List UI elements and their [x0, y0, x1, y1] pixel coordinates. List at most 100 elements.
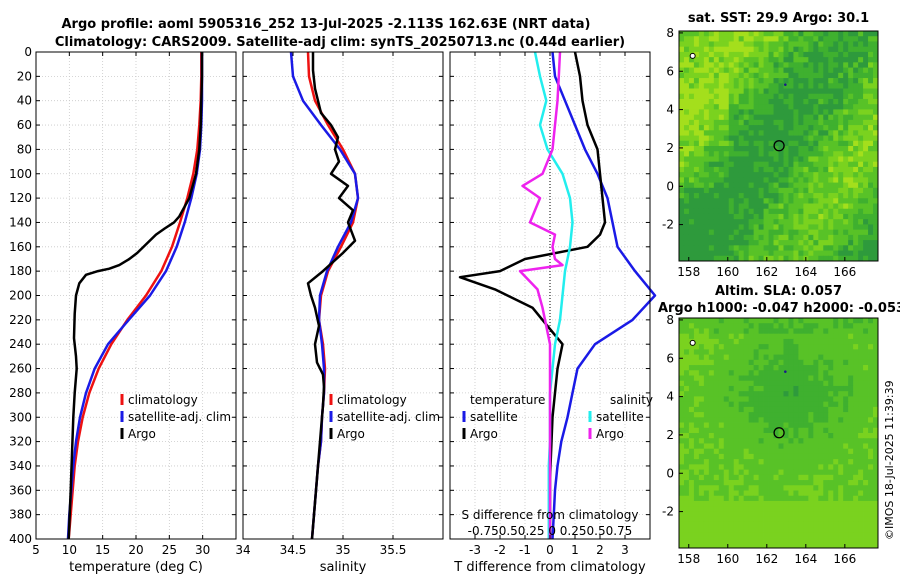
heatmap-cell — [858, 438, 864, 444]
heatmap-cell — [758, 443, 764, 450]
heatmap-cell — [758, 229, 764, 236]
heatmap-cell — [793, 417, 799, 423]
heatmap-cell — [679, 62, 685, 68]
heatmap-cell — [823, 542, 829, 549]
heatmap-cell — [718, 521, 725, 528]
heatmap-cell — [723, 406, 730, 413]
heatmap-cell — [818, 72, 824, 79]
heatmap-cell — [753, 464, 760, 470]
heatmap-cell — [803, 516, 809, 523]
heatmap-cell — [708, 104, 715, 110]
legend-label: satellite-adj. clim — [337, 410, 440, 424]
y-tick-label: 180 — [9, 264, 32, 278]
heatmap-cell — [713, 495, 720, 502]
heatmap-cell — [828, 234, 834, 241]
heatmap-cell — [803, 51, 809, 58]
heatmap-cell — [773, 438, 779, 444]
heatmap-cell — [843, 229, 849, 236]
heatmap-cell — [733, 391, 740, 397]
heatmap-cell — [798, 203, 804, 210]
heatmap-cells — [679, 318, 879, 549]
heatmap-cell — [703, 359, 710, 366]
heatmap-cell — [693, 433, 700, 439]
heatmap-cell — [753, 500, 760, 507]
heatmap-cell — [688, 474, 695, 481]
heatmap-cell — [858, 344, 864, 350]
heatmap-cell — [853, 516, 859, 523]
heatmap-cell — [753, 417, 760, 423]
heatmap-cell — [783, 318, 789, 324]
heatmap-cell — [778, 187, 784, 194]
heatmap-cell — [698, 135, 705, 142]
heatmap-cell — [693, 443, 700, 450]
heatmap-cell — [778, 464, 784, 470]
heatmap-cell — [718, 151, 725, 157]
heatmap-cell — [778, 41, 784, 48]
heatmap-cell — [838, 385, 844, 392]
heatmap-cell — [773, 453, 779, 460]
heatmap-cell — [858, 130, 864, 136]
heatmap-cell — [723, 443, 730, 450]
heatmap-cell — [718, 375, 725, 382]
heatmap-cell — [828, 250, 834, 257]
heatmap-cell — [818, 114, 824, 121]
heatmap-cell — [833, 41, 839, 48]
heatmap-cell — [813, 338, 819, 345]
heatmap-cell — [738, 67, 745, 74]
heatmap-cell — [708, 490, 715, 497]
heatmap-cell — [723, 67, 730, 74]
heatmap-cell — [708, 380, 715, 387]
heatmap-cell — [863, 453, 869, 460]
heatmap-cell — [818, 495, 824, 502]
heatmap-cell — [823, 250, 829, 257]
heatmap-cell — [718, 527, 725, 533]
heatmap-cell — [703, 41, 710, 48]
heatmap-cell — [693, 500, 700, 507]
heatmap-cell — [738, 422, 745, 429]
heatmap-cell — [708, 83, 715, 89]
heatmap-cell — [703, 375, 710, 382]
heatmap-cell — [778, 130, 784, 136]
heatmap-cell — [853, 72, 859, 79]
heatmap-cell — [728, 422, 735, 429]
heatmap-cell — [808, 328, 814, 335]
heatmap-cell — [723, 412, 730, 418]
heatmap-cell — [679, 464, 685, 470]
heatmap-cell — [703, 495, 710, 502]
heatmap-cell — [773, 203, 779, 210]
heatmap-cell — [858, 114, 864, 121]
heatmap-cell — [833, 359, 839, 366]
heatmap-cell — [718, 255, 725, 262]
heatmap-cell — [803, 83, 809, 89]
heatmap-cell — [688, 500, 695, 507]
heatmap-cell — [823, 412, 829, 418]
heatmap-cell — [723, 448, 730, 455]
heatmap-cell — [793, 459, 799, 465]
heatmap-cell — [693, 161, 700, 168]
heatmap-cell — [713, 151, 720, 157]
heatmap-cell — [733, 521, 740, 528]
heatmap-cell — [768, 532, 774, 538]
heatmap-cell — [863, 67, 869, 74]
heatmap-cell — [768, 354, 774, 361]
heatmap-cell — [768, 83, 774, 89]
heatmap-cell — [833, 224, 839, 231]
heatmap-cell — [683, 229, 690, 236]
heatmap-cell — [708, 443, 715, 450]
heatmap-cell — [773, 166, 779, 173]
heatmap-cell — [748, 140, 755, 147]
heatmap-cell — [793, 495, 799, 502]
heatmap-cell — [848, 412, 854, 418]
heatmap-cell — [813, 161, 819, 168]
heatmap-cell — [708, 177, 715, 183]
heatmap-cell — [703, 485, 710, 491]
heatmap-cell — [808, 532, 814, 538]
heatmap-cell — [703, 156, 710, 163]
heatmap-cell — [868, 67, 874, 74]
heatmap-cell — [823, 255, 829, 262]
heatmap-cell — [743, 318, 750, 324]
heatmap-cell — [708, 140, 715, 147]
heatmap-cell — [783, 51, 789, 58]
heatmap-cell — [708, 344, 715, 350]
heatmap-cell — [773, 433, 779, 439]
